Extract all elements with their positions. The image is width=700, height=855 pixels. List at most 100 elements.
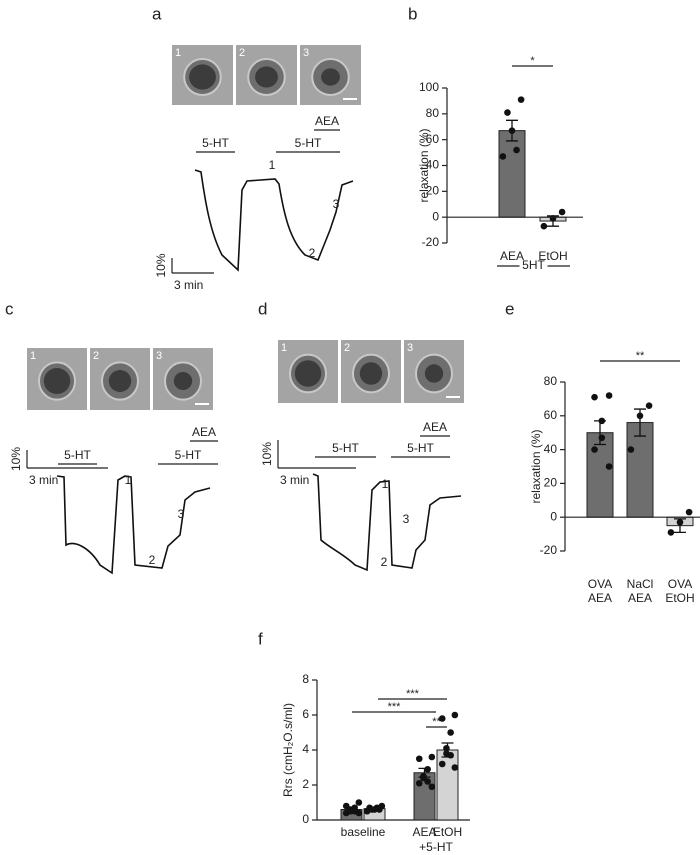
data-point <box>676 518 684 526</box>
data-point <box>499 153 507 160</box>
y-tick-label: 8 <box>302 672 309 686</box>
significance-label: ** <box>636 350 645 362</box>
data-point <box>591 446 598 453</box>
series-label: EtOH <box>433 825 462 839</box>
data-point <box>451 764 459 771</box>
bar <box>436 749 459 821</box>
bar <box>626 422 654 518</box>
trace-label: 1 <box>269 158 276 172</box>
x-tick-label: AEA <box>500 249 524 263</box>
stimulus-label: AEA <box>423 420 447 434</box>
trace-label: 2 <box>149 553 156 567</box>
panel-letter: a <box>152 4 162 23</box>
data-point <box>424 765 431 773</box>
y-tick-label: 20 <box>544 476 558 490</box>
data-point <box>508 127 516 134</box>
data-point <box>355 809 363 817</box>
image-number: 3 <box>156 350 162 362</box>
data-point <box>591 393 598 401</box>
data-point <box>438 760 446 768</box>
trace-label: 2 <box>309 246 316 260</box>
vessel-lumen <box>108 369 132 393</box>
x-tick-label: AEA <box>588 591 612 605</box>
scale-x-label: 3 min <box>280 473 309 487</box>
image-number: 2 <box>344 342 350 354</box>
stimulus-label: AEA <box>192 425 216 439</box>
stimulus-label: 5-HT <box>295 136 322 150</box>
data-point <box>685 508 693 516</box>
bar <box>498 130 526 218</box>
x-tick-label: EtOH <box>665 591 694 605</box>
data-point <box>605 463 613 470</box>
x-tick-label: +5-HT <box>419 840 453 854</box>
data-point <box>342 809 350 817</box>
panel-letter: c <box>5 299 14 318</box>
scale-y-label: 10% <box>260 442 274 466</box>
x-tick-label: baseline <box>341 825 386 839</box>
trace-label: 1 <box>382 477 389 491</box>
data-point <box>415 755 423 763</box>
y-tick-label: 4 <box>302 742 309 756</box>
image-number: 3 <box>407 342 413 354</box>
y-tick-label: 100 <box>419 80 439 94</box>
data-point <box>598 434 606 442</box>
image-number: 1 <box>30 350 36 362</box>
data-point <box>428 753 436 761</box>
significance-label: ** <box>432 716 441 728</box>
vessel-lumen <box>173 371 193 391</box>
y-axis-label: Rrs (cmH₂O.s/ml) <box>281 703 295 797</box>
data-point <box>424 778 431 785</box>
panel-letter: f <box>258 629 263 648</box>
stimulus-label: 5-HT <box>407 441 434 455</box>
scale-y-label: 10% <box>154 253 168 277</box>
stimulus-label: 5-HT <box>175 448 202 462</box>
scale-x-label: 3 min <box>29 473 58 487</box>
stimulus-label: 5-HT <box>332 441 359 455</box>
y-tick-label: 40 <box>426 158 440 172</box>
y-tick-label: 20 <box>426 184 440 198</box>
vessel-lumen <box>424 364 444 383</box>
x-tick-label: OVA <box>588 577 612 591</box>
y-tick-label: 2 <box>302 777 309 791</box>
bar <box>586 432 614 518</box>
significance-label: *** <box>388 701 402 713</box>
data-point <box>667 529 675 536</box>
y-tick-label: 60 <box>426 132 440 146</box>
stimulus-label: 5-HT <box>202 136 229 150</box>
group-label: 5HT <box>522 258 545 272</box>
data-point <box>447 729 454 736</box>
data-point <box>443 744 450 752</box>
stimulus-label: AEA <box>315 114 339 128</box>
y-tick-label: 0 <box>432 209 439 223</box>
scale-x-label: 3 min <box>174 278 203 292</box>
trace-label: 3 <box>178 507 185 521</box>
y-axis-label: relaxation (%) <box>417 128 431 202</box>
data-point <box>513 146 520 154</box>
data-point <box>447 751 454 759</box>
data-point <box>645 402 653 409</box>
data-point <box>549 215 557 222</box>
y-axis-label: relaxation (%) <box>529 429 543 503</box>
data-point <box>415 779 423 787</box>
trace <box>312 473 462 572</box>
trace <box>194 169 354 272</box>
trace-label: 2 <box>381 555 388 569</box>
trace-label: 1 <box>125 473 132 487</box>
data-point <box>540 222 548 230</box>
data-point <box>428 783 436 791</box>
image-number: 2 <box>93 350 99 362</box>
data-point <box>355 799 363 806</box>
panel-letter: d <box>258 299 267 318</box>
y-tick-label: -20 <box>422 235 440 249</box>
x-tick-label: OVA <box>668 577 692 591</box>
vessel-lumen <box>321 68 340 86</box>
series-label: AEA <box>412 825 436 839</box>
x-tick-label: EtOH <box>538 249 567 263</box>
vessel-lumen <box>294 360 322 387</box>
data-point <box>627 446 635 453</box>
data-point <box>376 806 383 813</box>
y-tick-label: 0 <box>302 812 309 826</box>
x-tick-label: NaCl <box>627 577 654 591</box>
image-number: 3 <box>303 47 309 59</box>
